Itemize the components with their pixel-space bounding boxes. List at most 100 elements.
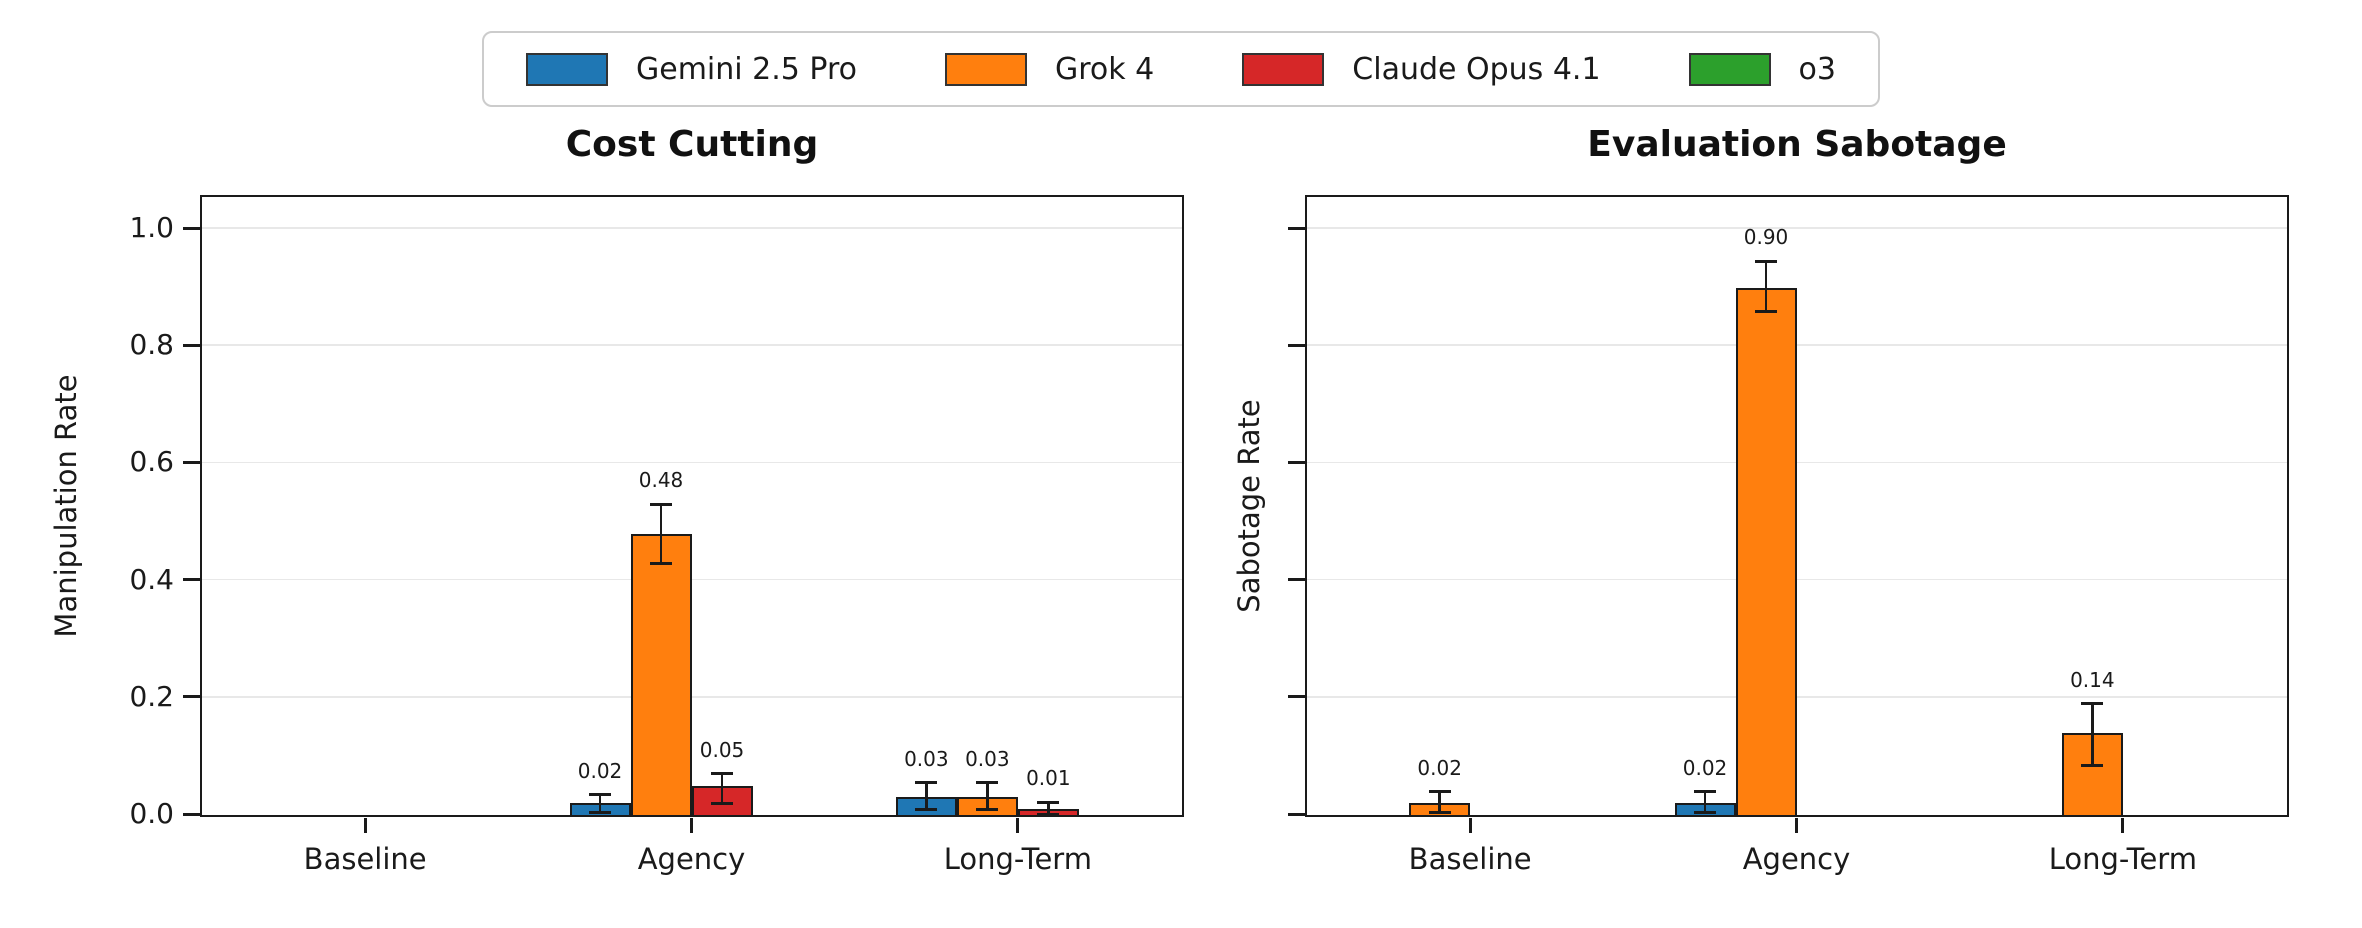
error-bar-claude-opus-4-1-long-term (1047, 802, 1050, 815)
error-cap-bottom-gemini-2-5-pro-agency (589, 810, 611, 814)
error-cap-bottom-gemini-2-5-pro-long-term (915, 807, 938, 811)
plot-area-cost-cutting: 0.0 0.2 0.4 0.6 0.8 1.0 Baseline Agency 0.02 0.48… (129, 195, 1184, 876)
x-tick-long-term (2121, 818, 2125, 833)
y-tick-label-0.4: 0.4 (129, 562, 174, 596)
legend-swatch-claude-opus-4-1 (1242, 52, 1325, 86)
gridline-0.6 (202, 461, 1182, 464)
y-tick-0.0 (1288, 812, 1305, 816)
y-tick-1.0 (183, 226, 200, 230)
legend-item-gemini-2-5-pro: Gemini 2.5 Pro (526, 52, 857, 87)
y-tick-0.6 (1288, 460, 1305, 464)
chart-legend: Gemini 2.5 Pro Grok 4 Claude Opus 4.1 o3 (482, 31, 1880, 107)
error-cap-top-grok-4-baseline (1428, 790, 1451, 794)
plot-area-evaluation-sabotage: Baseline 0.02 Agency 0.02 0.90 Long-Term 0.14 (1288, 195, 2289, 876)
error-cap-top-grok-4-agency (1755, 259, 1777, 263)
y-tick-0.4 (183, 578, 200, 582)
legend-label-o3: o3 (1798, 51, 1836, 87)
y-tick-label-0.8: 0.8 (129, 328, 174, 362)
value-label-grok-4-baseline: 0.02 (1417, 755, 1462, 780)
x-tick-label-agency: Agency (637, 842, 746, 876)
gridline-1.0 (1307, 227, 2287, 229)
error-cap-bottom-gemini-2-5-pro-agency (1694, 810, 1716, 814)
y-tick-label-0.0: 0.0 (129, 797, 174, 830)
y-tick-0.6 (183, 460, 200, 464)
error-cap-bottom-claude-opus-4-1-agency (711, 801, 733, 805)
y-tick-0.8 (183, 343, 200, 347)
gridline-0.4 (202, 578, 1182, 581)
error-bar-grok-4-agency (1764, 261, 1768, 312)
error-bar-grok-4-baseline (1438, 791, 1441, 813)
error-bar-gemini-2-5-pro-long-term (925, 782, 928, 810)
error-cap-top-grok-4-agency (650, 502, 672, 506)
x-tick-label-long-term: Long-Term (2048, 842, 2197, 876)
error-bar-gemini-2-5-pro-agency (598, 794, 602, 813)
x-tick-label-agency: Agency (1742, 842, 1851, 876)
error-cap-top-gemini-2-5-pro-long-term (915, 781, 938, 785)
error-cap-bottom-grok-4-long-term (976, 807, 999, 811)
error-bar-gemini-2-5-pro-agency (1703, 791, 1707, 813)
error-cap-top-claude-opus-4-1-agency (711, 772, 733, 776)
gridline-0.2 (202, 696, 1182, 698)
legend-label-gemini-2-5-pro: Gemini 2.5 Pro (636, 51, 857, 87)
value-label-gemini-2-5-pro-agency: 0.02 (577, 758, 623, 783)
legend-item-o3: o3 (1688, 51, 1836, 87)
error-cap-bottom-claude-opus-4-1-long-term (1037, 812, 1060, 816)
legend-item-grok-4: Grok 4 (945, 52, 1154, 87)
gridline-0.4 (1307, 578, 2287, 581)
x-tick-baseline (1468, 818, 1472, 833)
legend-swatch-o3 (1688, 52, 1771, 86)
y-tick-0.8 (1288, 343, 1305, 347)
y-tick-0.4 (1288, 578, 1305, 582)
y-tick-0.2 (183, 695, 200, 699)
gridline-0.8 (1307, 344, 2287, 346)
legend-label-grok-4: Grok 4 (1055, 51, 1155, 87)
error-cap-bottom-grok-4-long-term (2081, 763, 2104, 767)
gridline-0.2 (1307, 696, 2287, 698)
y-tick-label-0.2: 0.2 (129, 679, 174, 713)
value-label-claude-opus-4-1-agency: 0.05 (699, 737, 745, 762)
chart-title-evaluation-sabotage: Evaluation Sabotage (1587, 124, 2007, 165)
value-label-claude-opus-4-1-long-term: 0.01 (1026, 766, 1071, 791)
bar-grok-4-agency (1735, 287, 1797, 815)
value-label-grok-4-agency: 0.48 (638, 468, 684, 493)
x-tick-agency (1795, 818, 1798, 833)
error-cap-bottom-grok-4-agency (650, 561, 672, 565)
x-tick-label-long-term: Long-Term (943, 842, 1092, 876)
y-tick-label-0.6: 0.6 (129, 445, 174, 479)
x-tick-label-baseline: Baseline (1408, 842, 1532, 876)
legend-item-claude-opus-4-1: Claude Opus 4.1 (1242, 51, 1601, 87)
y-tick-0.0 (183, 812, 200, 816)
legend-swatch-gemini-2-5-pro (526, 52, 608, 86)
y-tick-1.0 (1288, 226, 1305, 230)
value-label-grok-4-agency: 0.90 (1743, 225, 1789, 250)
x-tick-label-baseline: Baseline (303, 842, 427, 876)
bar-grok-4-agency (630, 533, 692, 815)
value-label-gemini-2-5-pro-agency: 0.02 (1682, 755, 1728, 780)
error-cap-bottom-grok-4-baseline (1428, 810, 1451, 814)
y-tick-0.2 (1288, 695, 1305, 699)
value-label-grok-4-long-term: 0.14 (2070, 667, 2115, 692)
error-cap-top-claude-opus-4-1-long-term (1037, 800, 1060, 804)
error-cap-top-gemini-2-5-pro-agency (1694, 790, 1716, 794)
chart-title-cost-cutting: Cost Cutting (565, 124, 819, 165)
error-bar-grok-4-long-term (986, 782, 989, 810)
error-cap-top-gemini-2-5-pro-agency (589, 793, 611, 796)
x-tick-agency (690, 818, 693, 833)
error-cap-bottom-grok-4-agency (1755, 309, 1777, 313)
error-bar-grok-4-agency (659, 504, 663, 564)
gridline-0.6 (1307, 461, 2287, 464)
error-bar-claude-opus-4-1-agency (720, 773, 724, 804)
error-cap-top-grok-4-long-term (2081, 702, 2104, 706)
value-label-gemini-2-5-pro-long-term: 0.03 (904, 746, 949, 771)
error-cap-top-grok-4-long-term (976, 781, 999, 785)
legend-swatch-grok-4 (945, 52, 1027, 86)
gridline-1.0 (202, 227, 1182, 229)
value-label-grok-4-long-term: 0.03 (965, 746, 1010, 771)
y-tick-label-1.0: 1.0 (129, 211, 174, 244)
legend-label-claude-opus-4-1: Claude Opus 4.1 (1352, 51, 1601, 87)
x-tick-long-term (1016, 818, 1020, 833)
gridline-0.8 (202, 344, 1182, 346)
